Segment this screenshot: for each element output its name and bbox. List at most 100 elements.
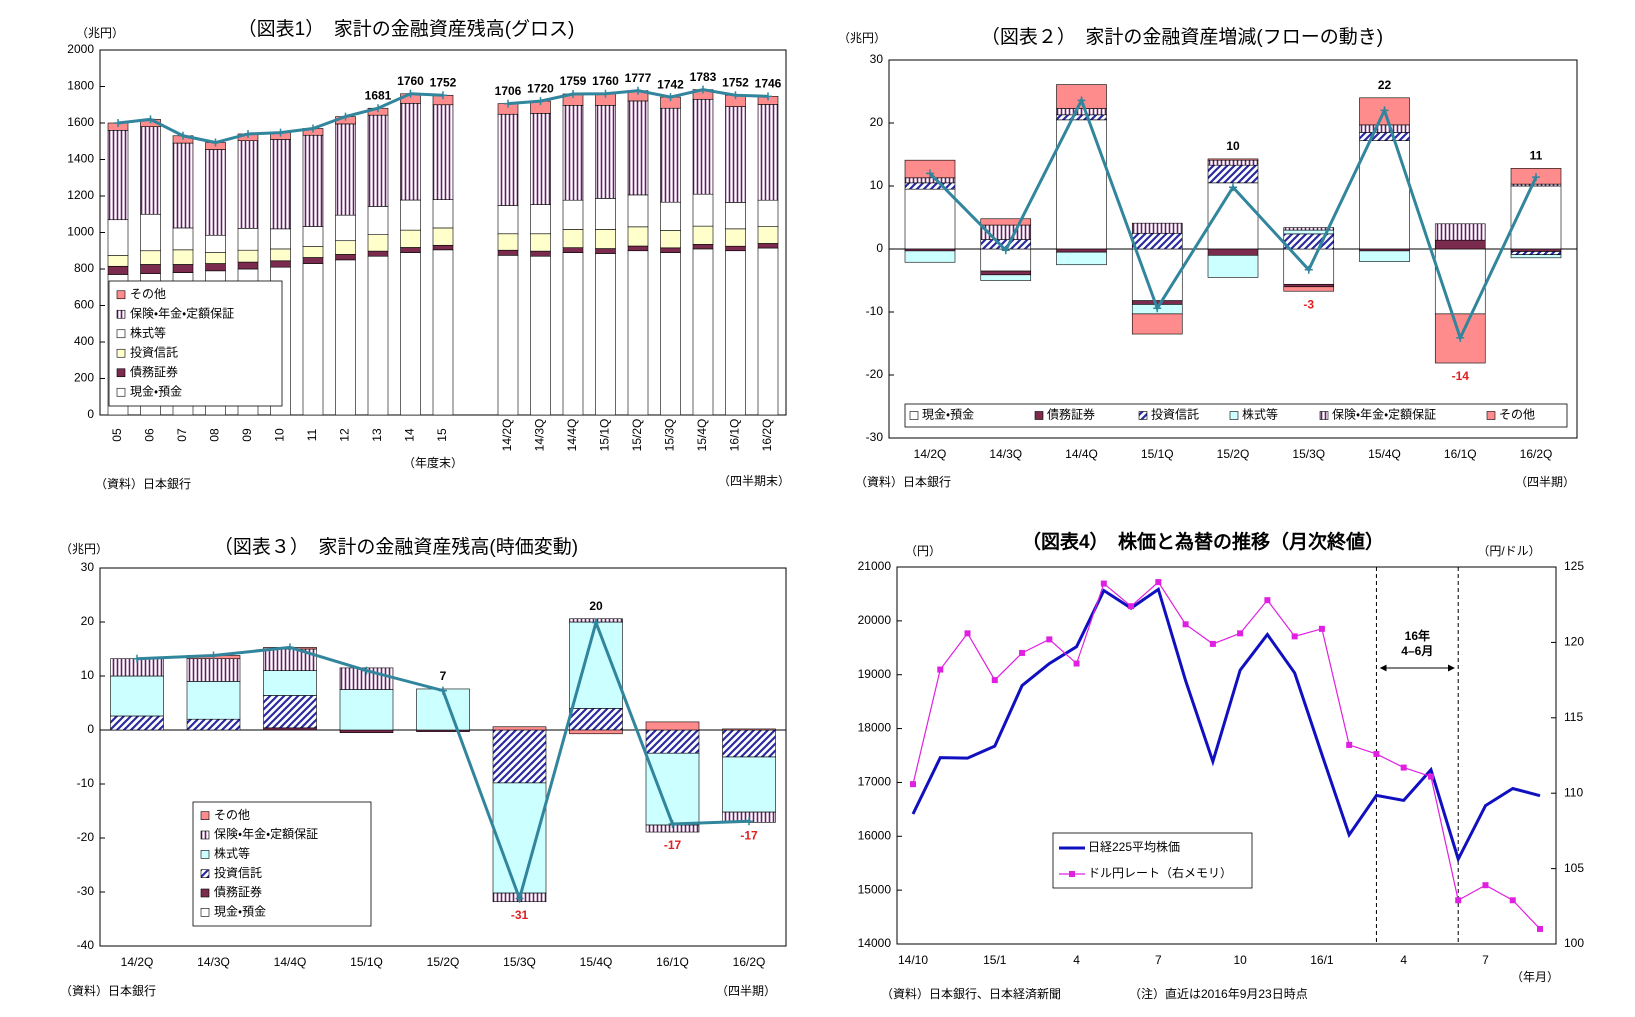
bar-segment <box>562 229 584 248</box>
legend-swatch <box>116 387 126 397</box>
bar-segment <box>302 263 324 416</box>
bar-segment <box>263 670 317 696</box>
bar-segment <box>1283 227 1335 231</box>
x-tick-label: 06 <box>143 428 157 442</box>
x-tick-label: 4 <box>1073 953 1080 967</box>
series-marker <box>1373 750 1380 757</box>
line-marker <box>276 128 285 137</box>
chart-panel: （図表4） 株価と為替の推移（月次終値） （円） （円/ドル） （年月） （資料）日本銀… <box>858 530 1585 1001</box>
x-tick-label: 15/4Q <box>580 955 613 969</box>
line-marker <box>634 86 642 95</box>
data-label: 7 <box>440 669 447 683</box>
data-label: 1706 <box>495 84 522 98</box>
bar-segment <box>757 199 779 227</box>
legend-box <box>108 280 283 407</box>
x-tick-label: 16/1Q <box>1444 447 1477 461</box>
line-marker <box>439 91 447 100</box>
y-tick-label: 400 <box>74 334 94 348</box>
legend-label: 保険・年金・定額保証 <box>130 306 234 320</box>
legend-label: その他 <box>1499 408 1535 422</box>
data-label: 1681 <box>365 88 392 102</box>
series-marker <box>1209 640 1216 647</box>
bar-segment <box>1283 283 1335 288</box>
y-tick-label: -30 <box>866 430 884 444</box>
note: （注）直近は2016年9月23日時点 <box>1129 986 1308 1001</box>
line-marker <box>668 819 677 828</box>
data-label: -14 <box>1452 369 1470 383</box>
legend-swatch <box>200 888 210 898</box>
chart-title: （図表1） 家計の金融資産残高(グロス) <box>238 18 575 40</box>
bar-segment <box>497 249 519 256</box>
bar-segment <box>497 255 519 416</box>
bar-segment <box>270 228 291 250</box>
bar-segment <box>1056 248 1107 253</box>
legend-swatch <box>116 329 126 339</box>
y-tick-label: 20000 <box>858 613 892 627</box>
bar-segment <box>140 213 161 252</box>
y-tick-label: -10 <box>77 776 95 790</box>
x-tick-label: 14/4Q <box>1065 447 1098 461</box>
bar-segment <box>725 228 746 247</box>
bar-segment <box>205 234 226 253</box>
bar-segment <box>692 244 714 250</box>
series-marker <box>1537 925 1543 932</box>
bar-segment <box>1207 158 1259 161</box>
bar-segment <box>497 205 519 235</box>
bar-segment <box>107 255 129 267</box>
legend-swatch <box>116 348 126 358</box>
line-marker <box>592 618 600 627</box>
y-tick-label: -20 <box>77 830 95 844</box>
x-tick-label: 10 <box>1233 953 1247 967</box>
bar-segment <box>492 726 547 731</box>
y-tick-label: 16000 <box>858 828 892 842</box>
bar-segment <box>237 261 259 270</box>
bar-segment <box>569 729 623 735</box>
bar-segment <box>595 104 616 199</box>
bar-segment <box>904 188 956 250</box>
bar-segment <box>692 225 714 245</box>
line-marker <box>439 686 447 695</box>
bar-segment <box>595 248 616 254</box>
legend-label: 債務証券 <box>130 364 178 379</box>
bar-segment <box>1434 223 1486 241</box>
line-marker <box>244 129 252 138</box>
y-tick-label: 1200 <box>67 188 94 202</box>
bar-segment <box>980 274 1032 281</box>
bar-segment <box>140 250 161 265</box>
bar-segment <box>722 728 776 731</box>
axis-unit: （兆円） <box>76 26 124 40</box>
legend-label: その他 <box>214 808 250 822</box>
y-tick-label: 20 <box>870 115 884 129</box>
bar-segment <box>335 123 356 216</box>
legend-swatch <box>1229 411 1239 420</box>
bar-segment <box>270 139 291 230</box>
x-tick-label: 12 <box>338 428 352 442</box>
bar-segment <box>302 134 324 227</box>
x-tick-label: 09 <box>240 428 254 442</box>
source: （資料）日本銀行 <box>60 984 156 998</box>
y2-tick-label: 105 <box>1564 861 1584 875</box>
bar-segment <box>237 140 259 229</box>
data-label: -31 <box>511 908 529 922</box>
legend-label: 現金・預金 <box>130 384 182 398</box>
line-marker <box>504 99 512 108</box>
y-tick-label: 18000 <box>858 721 892 735</box>
y-tick-label: 1600 <box>67 115 94 129</box>
bar-segment <box>172 227 194 251</box>
legend-label: 株式等 <box>214 846 250 861</box>
line-marker <box>601 89 610 98</box>
data-label: 1760 <box>397 74 424 88</box>
series-marker <box>1346 741 1353 748</box>
bar-segment <box>1131 248 1183 301</box>
y-tick-label: 30 <box>81 560 95 574</box>
bar-segment <box>1131 313 1183 335</box>
x-tick-label: 7 <box>1155 953 1162 967</box>
legend-swatch <box>1138 411 1148 420</box>
data-label: 1720 <box>527 81 554 95</box>
line-marker <box>286 643 294 652</box>
x-tick-label: 14/3Q <box>197 955 230 969</box>
series-marker <box>1128 603 1135 610</box>
legend-label: 債務証券 <box>214 884 262 899</box>
line-marker <box>179 131 187 140</box>
bar-segment <box>339 729 394 734</box>
